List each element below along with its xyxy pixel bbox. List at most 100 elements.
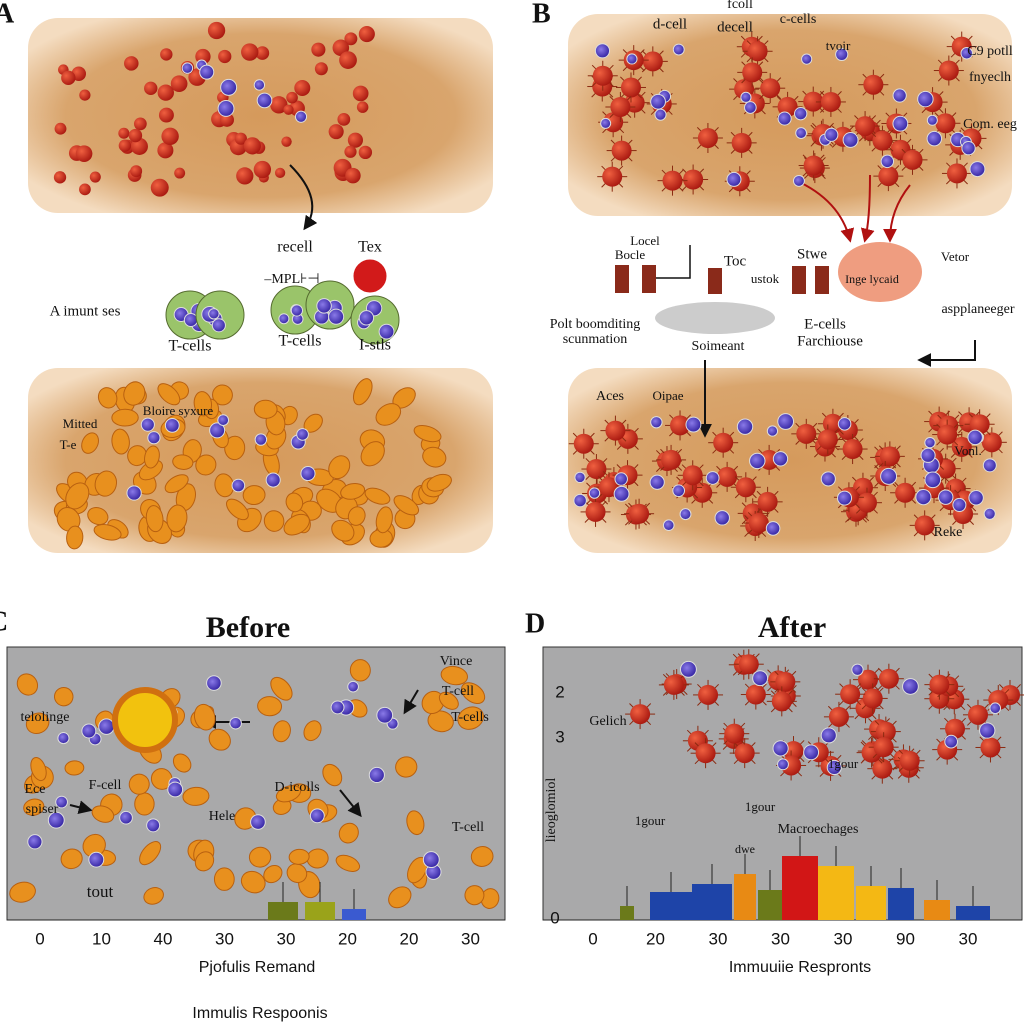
- macrophage: [438, 691, 459, 710]
- block: [708, 268, 722, 294]
- activated-cell: [895, 482, 916, 503]
- lymphocyte: [752, 670, 769, 687]
- label: Vetor: [941, 249, 970, 264]
- activated-cell: [620, 77, 641, 98]
- red-cell: [170, 75, 188, 93]
- label: Stwe: [797, 246, 827, 262]
- activated-cell: [573, 433, 594, 454]
- macrophage: [461, 682, 486, 705]
- activated-cell: [967, 704, 988, 725]
- lymphocyte: [989, 702, 1002, 715]
- label: 20: [338, 929, 357, 948]
- lymphocyte: [880, 154, 895, 169]
- lymphocyte: [926, 114, 938, 126]
- lymphocyte: [654, 108, 667, 121]
- red-cell: [207, 21, 226, 40]
- macrophage: [440, 665, 469, 686]
- red-cell: [253, 160, 272, 179]
- macrophage: [123, 381, 146, 406]
- activated-cell: [682, 465, 703, 486]
- lymphocyte: [140, 417, 155, 432]
- activated-cell: [951, 436, 972, 457]
- lymphocyte: [837, 417, 852, 431]
- lymphocyte: [588, 487, 601, 499]
- label: ustok: [751, 271, 780, 286]
- macrophage: [193, 391, 213, 417]
- lymphocyte: [47, 811, 65, 829]
- lymphocyte: [594, 43, 611, 59]
- lymphocyte: [347, 680, 359, 693]
- label: Oipae: [652, 388, 683, 403]
- lymphocyte: [679, 660, 697, 678]
- panel-label: A: [0, 0, 15, 29]
- macrophage: [328, 455, 351, 480]
- activated-cell: [713, 432, 734, 453]
- macrophage: [421, 690, 445, 715]
- red-cell: [358, 25, 375, 43]
- activated-cell: [724, 723, 745, 744]
- activated-cell: [875, 721, 896, 742]
- macrophage: [286, 863, 308, 884]
- red-cell: [174, 167, 186, 179]
- red-cell: [350, 256, 390, 296]
- macrophage: [23, 798, 45, 816]
- macrophage: [395, 756, 418, 778]
- red-cell: [160, 48, 173, 61]
- red-cell: [161, 127, 179, 146]
- label: 90: [896, 929, 915, 948]
- activated-cell: [661, 449, 682, 470]
- activated-cell: [938, 60, 959, 81]
- lymphocyte: [650, 93, 666, 110]
- lymphocyte: [726, 171, 742, 187]
- lymphocyte: [199, 64, 215, 80]
- activated-cell: [935, 113, 956, 134]
- lymphocyte: [672, 484, 686, 498]
- macrophage: [263, 510, 285, 532]
- activated-cell: [840, 684, 861, 705]
- macrophage: [422, 446, 447, 468]
- lymphocyte: [309, 808, 325, 824]
- lymphocyte: [736, 418, 754, 435]
- tissue-box: [28, 18, 493, 213]
- activated-cell: [981, 432, 1002, 453]
- activated-cell: [969, 414, 990, 435]
- label: Hele: [209, 809, 235, 824]
- macrophage: [240, 870, 266, 894]
- small-blocks: [350, 242, 922, 334]
- red-cell: [218, 49, 232, 64]
- macrophage: [25, 712, 50, 735]
- macrophage: [338, 822, 359, 844]
- macrophage: [375, 403, 402, 426]
- lymphocyte: [316, 298, 332, 314]
- lymphocyte: [265, 472, 281, 488]
- macrophage: [53, 686, 74, 707]
- lymphocyte: [685, 416, 702, 433]
- panel-label: After: [758, 611, 826, 644]
- label: 1gour: [828, 756, 859, 771]
- bar: [782, 856, 818, 920]
- block: [615, 265, 629, 293]
- panel-label: D: [525, 608, 545, 639]
- macrophage: [60, 848, 83, 870]
- lymphocyte: [231, 478, 246, 493]
- panel-label: Before: [206, 611, 290, 644]
- red-cell: [124, 56, 139, 71]
- label: decell: [717, 19, 753, 35]
- lymphocyte: [147, 431, 161, 445]
- lymphocyte: [57, 732, 70, 745]
- axis-label: Pjofulis Remand: [199, 959, 316, 976]
- label: Inge lycaid: [845, 272, 899, 286]
- macrophage: [157, 383, 181, 406]
- red-cell: [241, 43, 259, 61]
- macrophage: [360, 441, 385, 467]
- lymphocyte: [880, 467, 898, 485]
- lymphocyte: [777, 413, 795, 430]
- macrophage: [393, 495, 420, 516]
- activated-cell: [902, 149, 923, 170]
- lymphocyte: [765, 521, 781, 536]
- bar: [268, 902, 298, 920]
- label: 0: [35, 929, 44, 948]
- lymphocyte: [164, 417, 180, 433]
- lymphocyte: [777, 758, 789, 771]
